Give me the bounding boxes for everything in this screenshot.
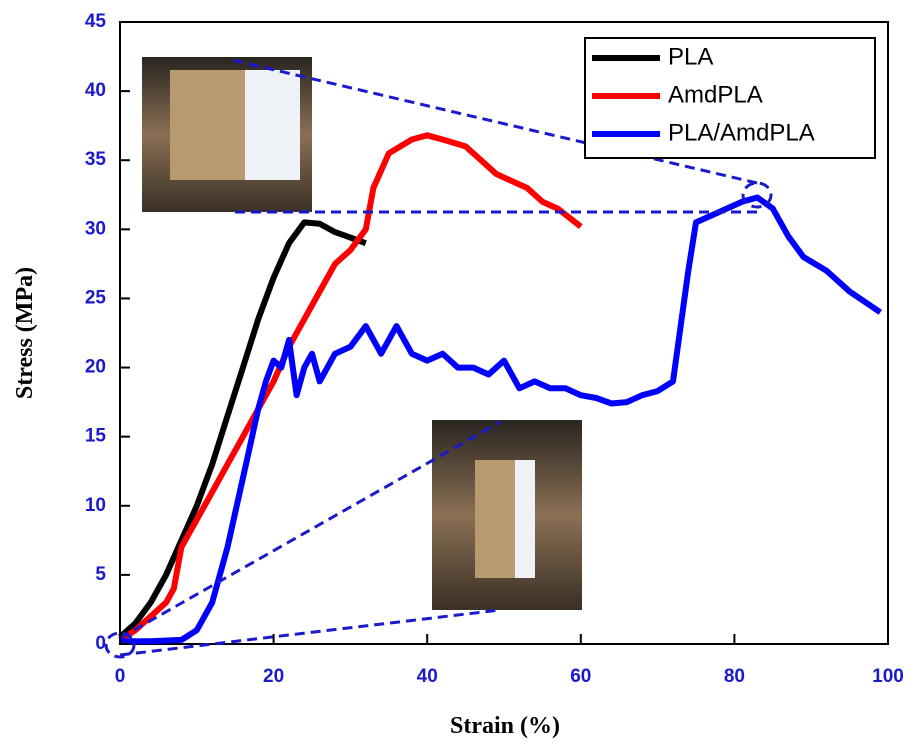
y-axis-label: Stress (MPa) <box>12 267 38 399</box>
plot-frame <box>119 21 889 645</box>
x-tick-label: 0 <box>115 666 126 687</box>
y-tick-label: 30 <box>85 218 106 239</box>
y-tick-label: 20 <box>85 357 106 378</box>
x-tick-label: 80 <box>724 666 745 687</box>
y-tick-label: 10 <box>85 495 106 516</box>
y-tick-label: 5 <box>95 564 106 585</box>
y-tick-label: 15 <box>85 426 107 447</box>
series-line <box>118 132 583 643</box>
x-tick-label: 60 <box>570 666 591 687</box>
y-tick-label: 25 <box>85 287 107 308</box>
series-line <box>117 219 367 640</box>
photo-sample <box>245 70 300 180</box>
legend-label: PLA <box>668 43 713 70</box>
legend-label: AmdPLA <box>668 81 763 108</box>
photo-sample <box>475 460 515 578</box>
annotation-arrows <box>104 58 773 659</box>
photo-sample <box>170 70 250 180</box>
x-tick-label: 40 <box>417 666 438 687</box>
y-tick-label: 35 <box>85 149 107 170</box>
x-tick-label: 100 <box>872 666 904 687</box>
y-tick-label: 0 <box>95 633 106 654</box>
x-tick-label: 20 <box>263 666 284 687</box>
y-tick-label: 40 <box>85 80 106 101</box>
y-tick-label: 45 <box>85 11 107 32</box>
x-axis-label: Strain (%) <box>450 713 560 739</box>
photo-sample <box>515 460 535 578</box>
legend-label: PLA/AmdPLA <box>668 119 815 146</box>
